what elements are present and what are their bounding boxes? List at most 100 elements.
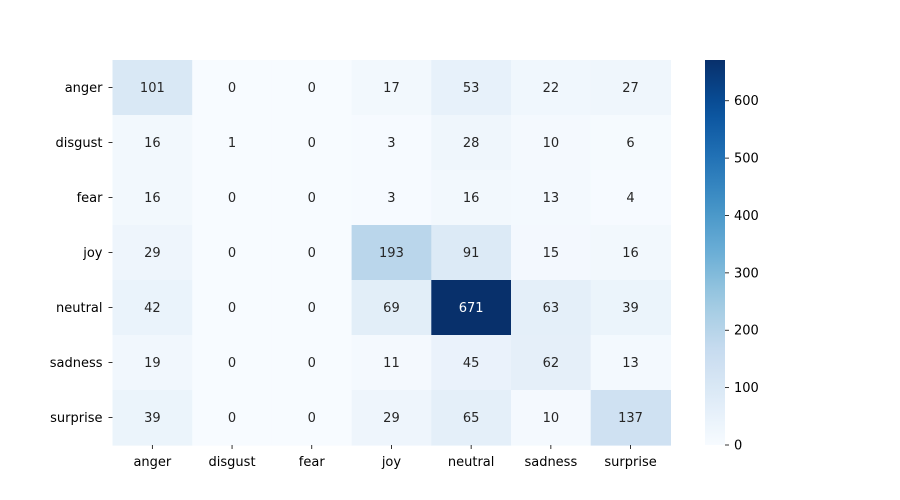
cell-value-label: 0 — [228, 356, 236, 371]
cell-value-label: 91 — [463, 246, 480, 261]
cell-value-label: 0 — [228, 246, 236, 261]
cell-value-label: 10 — [543, 136, 560, 151]
cell-value-label: 27 — [622, 81, 639, 96]
cell-value-label: 13 — [543, 191, 560, 206]
colorbar-tick-label: 400 — [734, 209, 759, 224]
heatmap-cell — [511, 115, 592, 171]
heatmap-cell — [590, 390, 671, 446]
cell-value-label: 193 — [379, 246, 404, 261]
x-tick-label: joy — [381, 455, 402, 470]
heatmap-cell — [431, 390, 512, 446]
cell-value-label: 3 — [387, 136, 395, 151]
colorbar-tick-label: 0 — [734, 439, 742, 454]
heatmap-cell — [511, 225, 592, 281]
cell-value-label: 29 — [383, 411, 400, 426]
heatmap-cell — [351, 390, 432, 446]
colorbar-tick-label: 300 — [734, 266, 759, 281]
colorbar-tick-label: 100 — [734, 381, 759, 396]
heatmap-cell — [431, 60, 512, 116]
cell-value-label: 3 — [387, 191, 395, 206]
cell-value-label: 17 — [383, 81, 400, 96]
colorbar-tick-label: 500 — [734, 152, 759, 167]
heatmap-cell — [511, 335, 592, 391]
colorbar-tick-label: 200 — [734, 324, 759, 339]
cell-value-label: 39 — [622, 301, 639, 316]
x-tick-label: surprise — [604, 455, 656, 470]
heatmap-cell — [351, 170, 432, 226]
heatmap-cell — [351, 115, 432, 171]
cell-value-label: 0 — [308, 81, 316, 96]
heatmap-cell — [271, 390, 353, 446]
heatmap-cell — [271, 60, 353, 116]
y-tick-label: surprise — [50, 411, 102, 426]
cell-value-label: 16 — [144, 191, 161, 206]
cell-value-label: 19 — [144, 356, 161, 371]
y-tick-label: fear — [77, 191, 104, 206]
x-tick-label: anger — [133, 455, 171, 470]
cell-value-label: 0 — [308, 411, 316, 426]
cell-value-label: 16 — [463, 191, 480, 206]
x-tick-label: sadness — [524, 455, 577, 470]
heatmap-cells — [112, 60, 671, 446]
heatmap-cell — [431, 225, 512, 281]
heatmap-cell — [271, 170, 353, 226]
cell-value-label: 0 — [228, 191, 236, 206]
y-tick-label: neutral — [56, 301, 103, 316]
cell-value-label: 65 — [463, 411, 480, 426]
cell-value-label: 10 — [543, 411, 560, 426]
heatmap-cell — [511, 280, 592, 336]
cell-value-label: 62 — [543, 356, 560, 371]
heatmap-cell — [112, 225, 193, 281]
heatmap-cell — [590, 115, 671, 171]
heatmap-cell — [590, 280, 671, 336]
heatmap-cell — [112, 115, 193, 171]
y-tick-label: joy — [82, 246, 103, 261]
heatmap-cell — [351, 335, 432, 391]
colorbar-gradient — [705, 60, 725, 445]
x-axis: anger disgust fear joy neutral sadness surpris… — [133, 445, 657, 470]
heatmap-cell — [112, 335, 193, 391]
heatmap-cell — [431, 335, 512, 391]
heatmap-cell — [112, 390, 193, 446]
heatmap-cell — [192, 60, 273, 116]
heatmap-cell — [351, 280, 432, 336]
cell-value-label: 45 — [463, 356, 480, 371]
cell-value-label: 15 — [543, 246, 560, 261]
cell-value-label: 671 — [459, 301, 484, 316]
cell-value-label: 0 — [308, 191, 316, 206]
heatmap-cell — [192, 280, 273, 336]
cell-value-label: 0 — [308, 246, 316, 261]
x-tick-label: disgust — [209, 455, 256, 470]
cell-value-label: 0 — [308, 301, 316, 316]
cell-value-label: 42 — [144, 301, 161, 316]
heatmap-cell — [590, 60, 671, 116]
cell-value-label: 11 — [383, 356, 400, 371]
cell-value-label: 137 — [618, 411, 643, 426]
heatmap-cell — [511, 390, 592, 446]
heatmap-cell — [192, 170, 273, 226]
heatmap-cell — [590, 335, 671, 391]
cell-value-label: 53 — [463, 81, 480, 96]
heatmap-cell — [192, 335, 273, 391]
colorbar-tick-label: 600 — [734, 94, 759, 109]
heatmap-cell — [271, 335, 353, 391]
cell-value-label: 4 — [626, 191, 634, 206]
heatmap-cell — [112, 170, 193, 226]
y-tick-label: sadness — [50, 356, 103, 371]
heatmap-cell — [431, 280, 512, 336]
colorbar: 0 100 200 300 400 500 600 — [705, 60, 759, 454]
heatmap-cell — [511, 60, 592, 116]
heatmap-cell — [511, 170, 592, 226]
heatmap-cell — [431, 170, 512, 226]
heatmap-cell — [590, 225, 671, 281]
cell-value-label: 63 — [543, 301, 560, 316]
cell-value-label: 22 — [543, 81, 560, 96]
x-tick-label: neutral — [448, 455, 495, 470]
cell-value-label: 1 — [228, 136, 236, 151]
heatmap-cell — [112, 280, 193, 336]
cell-value-label: 39 — [144, 411, 161, 426]
heatmap-cell — [112, 60, 193, 116]
heatmap-cell — [431, 115, 512, 171]
